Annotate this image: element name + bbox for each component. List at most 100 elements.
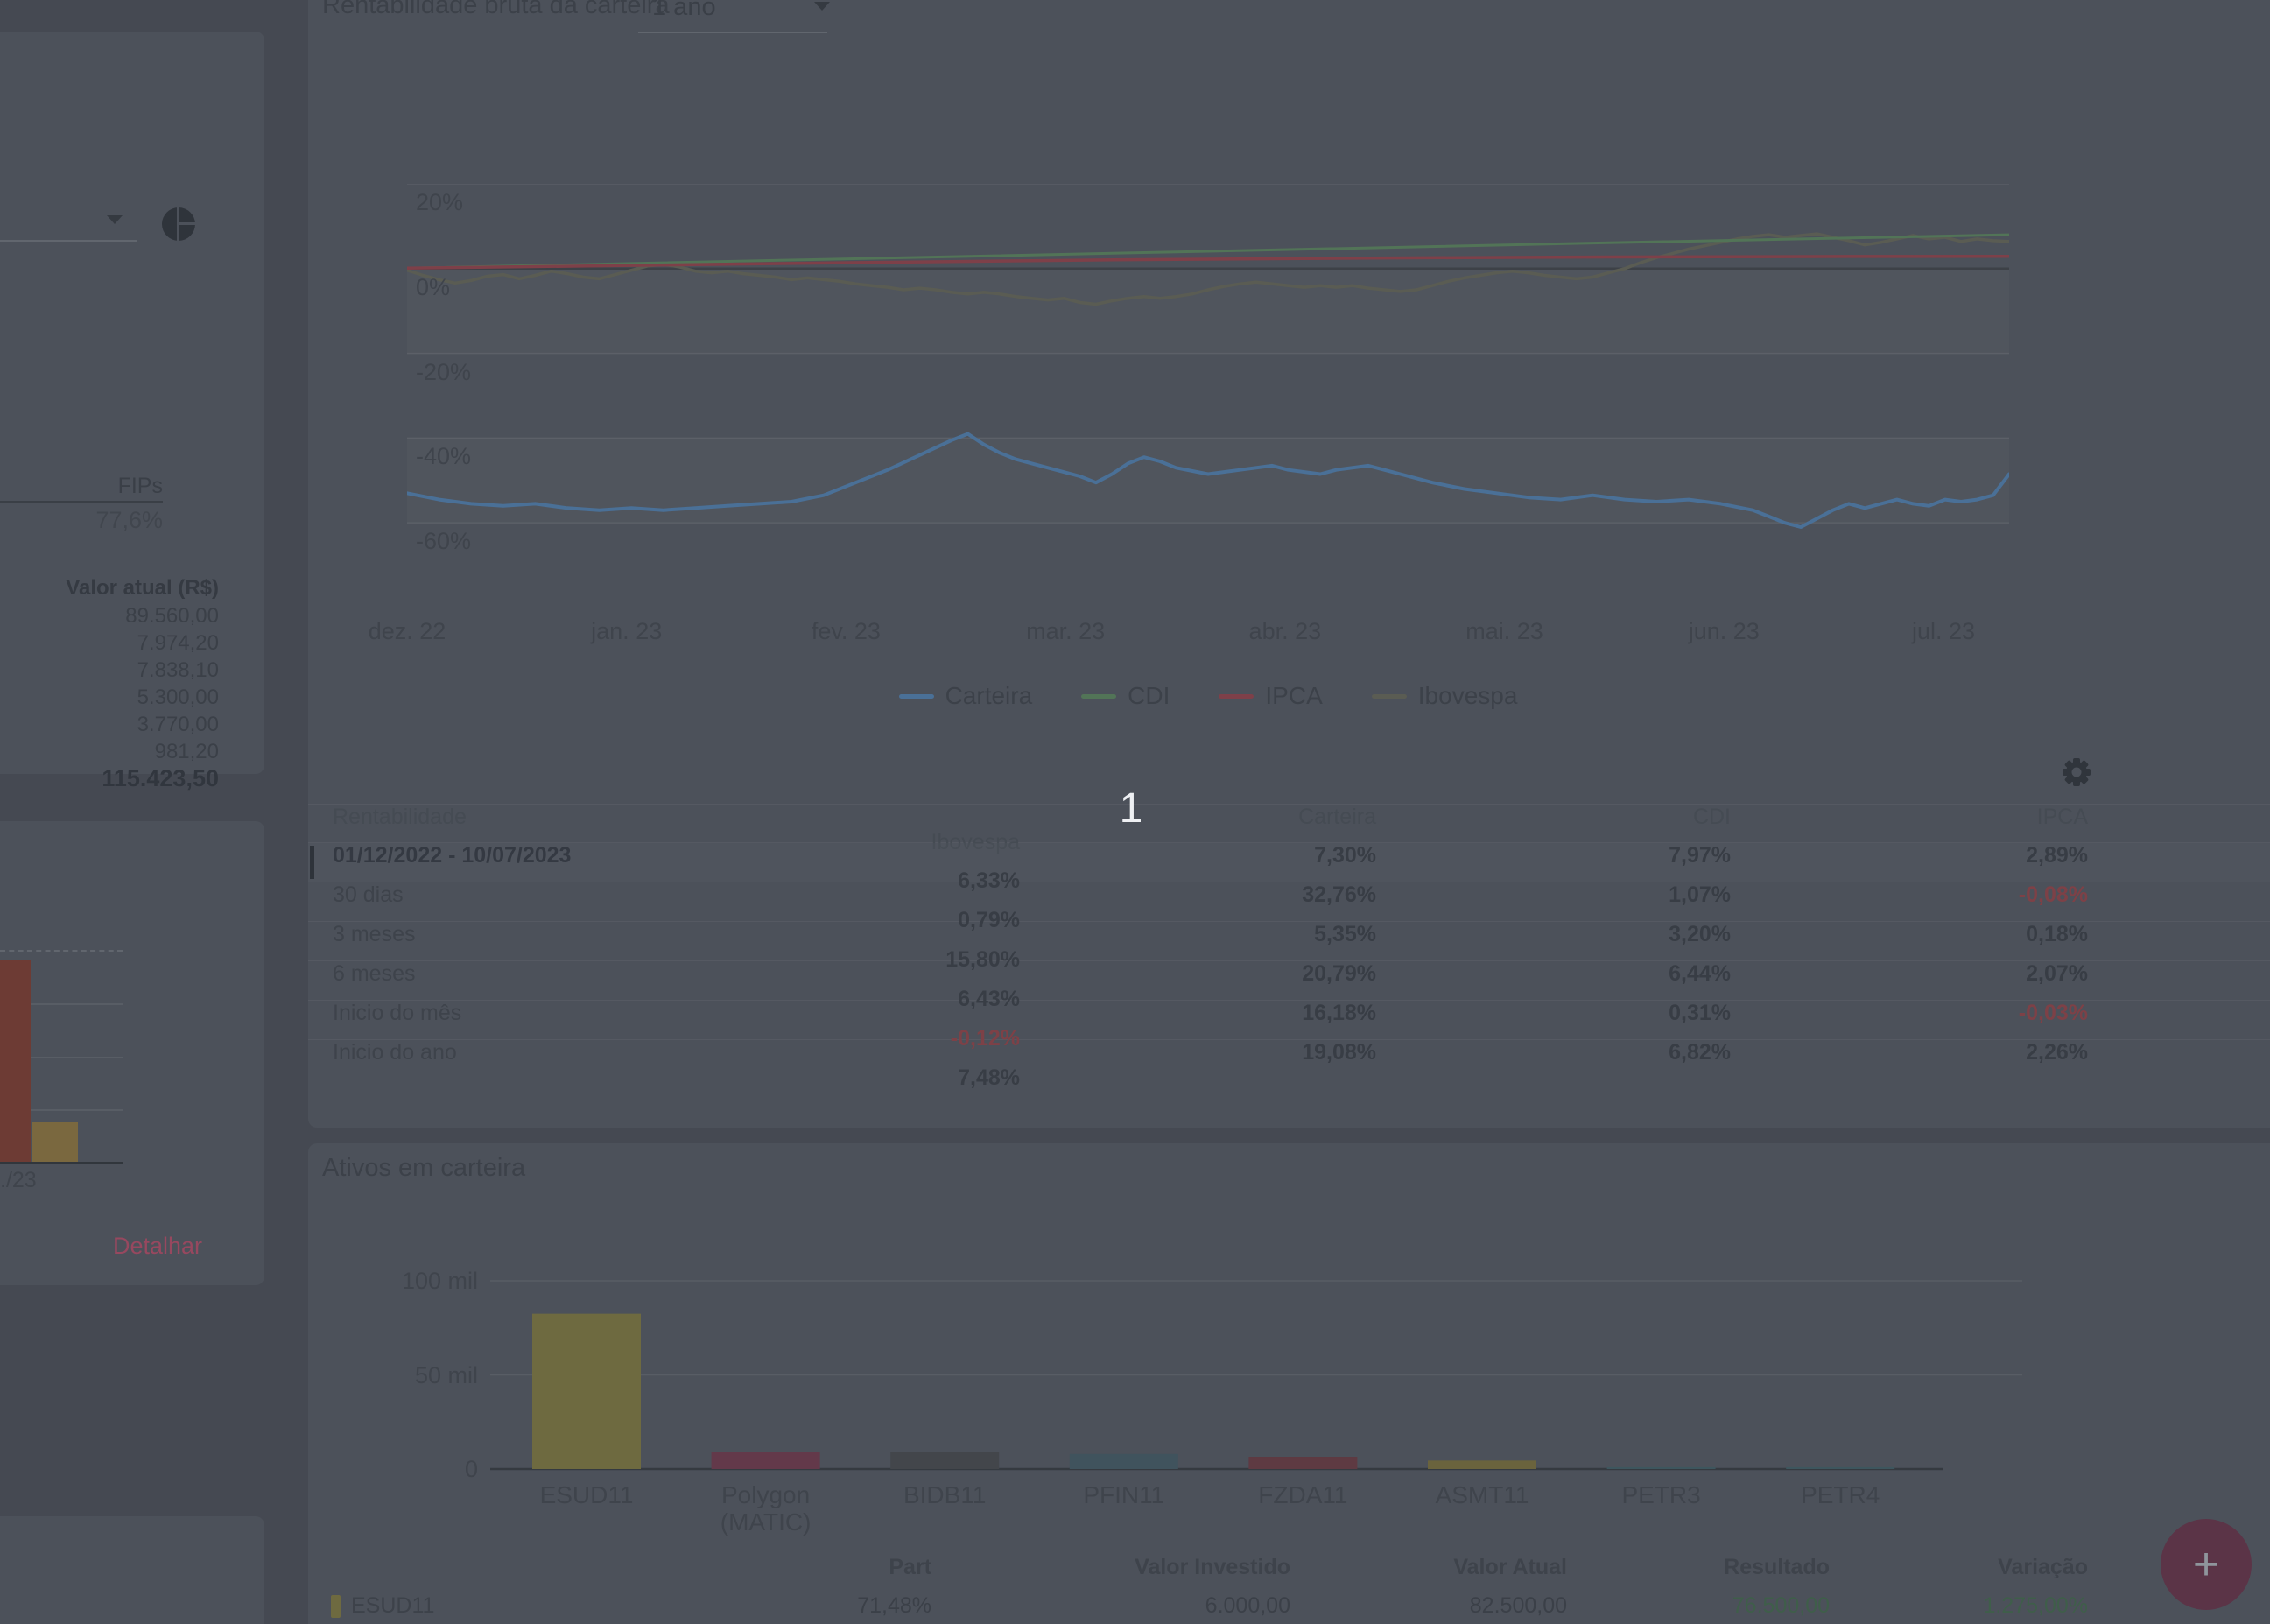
value-cell: 32,76% — [1302, 882, 1376, 907]
period-select[interactable]: 1 ano — [652, 0, 716, 21]
series-cdi — [407, 233, 2009, 270]
bar-y-tick-label: 50 mil — [414, 1361, 478, 1388]
value-cell: 0,18% — [2026, 922, 2088, 946]
y-tick-label: 0% — [416, 273, 451, 300]
bar-y-tick-label: 0 — [464, 1456, 478, 1482]
y-tick-label: -40% — [416, 443, 472, 470]
legend-swatch — [898, 693, 934, 699]
table-row[interactable]: 6 meses 20,79% 6,44% 2,07% 6,43% — [308, 961, 2270, 1011]
legend-swatch — [1219, 693, 1254, 699]
x-tick-label: abr. 23 — [1248, 618, 1322, 644]
mini-gridline — [0, 1003, 123, 1005]
value-cell: 6,33% — [958, 868, 1020, 893]
bar-bidb11 — [890, 1452, 1000, 1469]
period-label: 01/12/2022 - 10/07/2023 — [333, 843, 572, 868]
mini-gridline — [0, 1057, 123, 1058]
bar-petr3 — [1606, 1466, 1716, 1469]
evolution-mini-chart — [0, 950, 123, 1164]
x-tick-label: mai. 23 — [1465, 618, 1543, 644]
table-header-row: Rentabilidade Carteira CDI IPCA Ibovespa — [308, 805, 2270, 854]
legend-label: IPCA — [1265, 682, 1323, 709]
value-cell: 0,79% — [958, 908, 1020, 932]
x-tick-label: dez. 22 — [368, 618, 446, 644]
value-cell: 1,07% — [1669, 882, 1731, 907]
legend-label: Ibovespa — [1417, 682, 1518, 709]
table-row[interactable]: 30 dias 32,76% 1,07% -0,08% 0,79% — [308, 882, 2270, 932]
legend-item-cdi[interactable]: CDI — [1081, 682, 1170, 710]
bar-category-label: Polygon (MATIC) — [720, 1481, 812, 1536]
x-tick-label: jun. 23 — [1688, 618, 1760, 644]
value-cell: -0,08% — [2018, 882, 2088, 907]
value-cell: 16,18% — [1302, 1001, 1376, 1025]
ativos-title: Ativos em carteira — [322, 1154, 526, 1182]
bar-petr4 — [1786, 1466, 1895, 1469]
column-header: IPCA — [2036, 805, 2088, 829]
value-cell: 2,89% — [2026, 843, 2088, 868]
x-tick-label: mar. 23 — [1026, 618, 1106, 644]
value-cell: -0,12% — [950, 1026, 1020, 1051]
value-cell: 6,82% — [1669, 1040, 1731, 1065]
series-carteira — [407, 432, 2009, 529]
legend-label: CDI — [1128, 682, 1170, 709]
pie-chart-icon[interactable] — [161, 207, 196, 242]
rentabilidade-title: Rentabilidade bruta da carteira — [322, 0, 670, 19]
legend-swatch — [1371, 693, 1407, 699]
period-label: Inicio do mês — [333, 1001, 462, 1025]
column-header: Variação — [1998, 1554, 2088, 1579]
table-row[interactable]: 3 meses 5,35% 3,20% 0,18% 15,80% — [308, 922, 2270, 972]
totals-card: R$ 94.912,25 R$ 280.067,52 — [0, 1516, 264, 1624]
column-header: Part — [889, 1554, 931, 1579]
period-select-underline — [638, 32, 827, 33]
add-button[interactable]: + — [2161, 1519, 2252, 1610]
bar-esud11 — [532, 1313, 641, 1469]
valor-atual-value: 3.770,00 — [137, 713, 219, 736]
value-cell: 6,43% — [958, 987, 1020, 1011]
valor-atual-value: 7.974,20 — [137, 631, 219, 655]
mini-x-axis — [0, 1162, 123, 1164]
result-cell: 76.500,00 — [1732, 1593, 1830, 1618]
settings-button[interactable] — [2059, 755, 2094, 790]
column-header: Valor Investido — [1135, 1554, 1290, 1579]
table-row[interactable]: 01/12/2022 - 10/07/2023 7,30% 7,97% 2,89% 6,… — [308, 843, 2270, 893]
value-cell: 20,79% — [1302, 961, 1376, 986]
y-tick-label: -20% — [416, 358, 472, 385]
bar-category-label: FZDA11 — [1258, 1481, 1348, 1508]
value-cell: 5,35% — [1314, 922, 1376, 946]
column-header: Resultado — [1724, 1554, 1830, 1579]
ativos-bar-chart — [490, 1280, 2022, 1471]
donut-slice-label: FIPs — [117, 474, 163, 498]
value-cell: 7,30% — [1314, 843, 1376, 868]
legend-item-ipca[interactable]: IPCA — [1219, 682, 1323, 710]
column-header: CDI — [1692, 805, 1731, 829]
value-cell: 7,97% — [1669, 843, 1731, 868]
detail-link[interactable]: Detalhar — [112, 1233, 203, 1259]
chevron-down-icon[interactable] — [814, 2, 830, 11]
value-cell: 0,31% — [1669, 1001, 1731, 1025]
legend-item-carteira[interactable]: Carteira — [898, 682, 1032, 710]
bar-polygon — [711, 1452, 820, 1469]
rentabilidade-card — [308, 0, 2270, 1128]
mini-chart-x-label: ./23 — [0, 1168, 37, 1192]
table-row[interactable]: Inicio do ano 19,08% 6,82% 2,26% 7,48% — [308, 1040, 2270, 1090]
legend-swatch — [1081, 693, 1117, 699]
mini-gridline — [0, 950, 123, 952]
legend-item-ibovespa[interactable]: Ibovespa — [1371, 682, 1518, 710]
table-row[interactable]: Inicio do mês 16,18% 0,31% -0,03% -0,12% — [308, 1001, 2270, 1051]
bar-pfin11 — [1069, 1453, 1178, 1469]
bar-category-label: ESUD11 — [539, 1481, 634, 1508]
period-label: 30 dias — [333, 882, 404, 907]
bar-category-label: PETR3 — [1621, 1481, 1701, 1508]
invested-cell: 6.000,00 — [1205, 1593, 1290, 1618]
asset-name: ESUD11 — [351, 1593, 435, 1618]
x-tick-label: fev. 23 — [811, 618, 881, 644]
allocation-card: FIPs 77,6% Valor atual (R$) 89.560,00 7.9… — [0, 32, 264, 791]
valor-atual-list: 89.560,00 7.974,20 7.838,10 5.300,00 3.770,0… — [0, 602, 219, 765]
chevron-down-icon[interactable] — [107, 215, 123, 224]
series-ipca — [407, 255, 2009, 271]
asset-row[interactable]: ESUD11 71,48% 6.000,00 82.500,00 76.500,00 1.… — [308, 1586, 2270, 1624]
period-label: 6 meses — [333, 961, 416, 986]
valor-atual-total: 115.423,50 — [102, 765, 219, 791]
plus-icon: + — [2192, 1539, 2220, 1590]
tour-step-badge: 1 — [1119, 785, 1143, 832]
variation-cell: 1.275,00% — [1983, 1593, 2088, 1618]
